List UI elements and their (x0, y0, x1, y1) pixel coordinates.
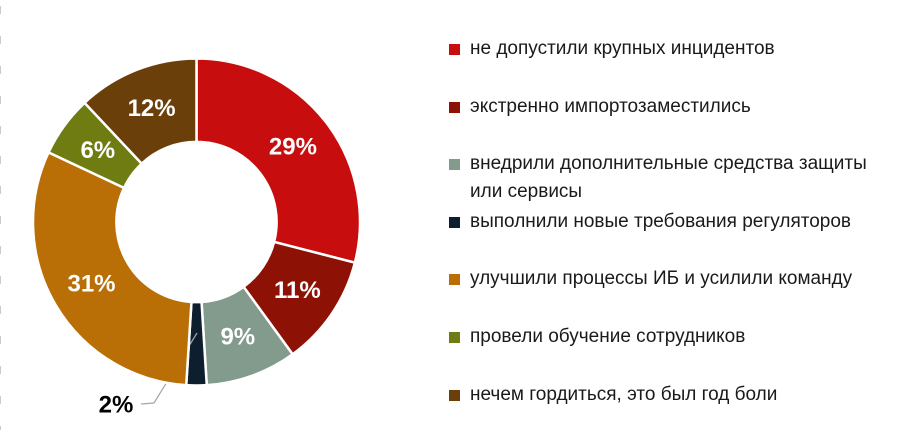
legend-swatch-icon (449, 44, 460, 55)
legend-label: внедрили дополнительные средства защиты … (470, 153, 867, 202)
slice-pct-label-3: 9% (220, 323, 255, 350)
slice-pct-label-6: 6% (80, 137, 115, 164)
legend-label: выполнили новые требования регуляторов (470, 211, 852, 232)
slice-pct-label-1: 29% (269, 134, 317, 161)
legend-item-1: не допустили крупных инцидентов (449, 35, 775, 63)
legend-item-3: внедрили дополнительные средства защиты … (449, 150, 882, 206)
legend-label: улучшили процессы ИБ и усилили команду (470, 268, 853, 289)
legend-swatch-icon (449, 274, 460, 285)
legend-item-2: экстренно импортозаместились (449, 93, 751, 121)
legend-swatch-icon (449, 159, 460, 170)
slice-pct-label-2: 11% (274, 277, 321, 304)
slice-pct-label-5: 31% (67, 271, 115, 298)
legend-item-5: улучшили процессы ИБ и усилили команду (449, 265, 852, 293)
donut-slice-5 (31, 150, 193, 387)
donut-chart: 29% 11% 9% 2% 31% 6% 12% (31, 57, 362, 419)
legend-item-7: нечем гордиться, это был год боли (449, 381, 777, 409)
legend-item-4: выполнили новые требования регуляторов (449, 208, 851, 236)
legend-label: нечем гордиться, это был год боли (470, 384, 778, 405)
donut-slice-1 (195, 57, 362, 265)
legend-swatch-icon (449, 332, 460, 343)
legend-label: не допустили крупных инцидентов (470, 38, 775, 59)
legend-label: экстренно импортозаместились (470, 96, 751, 117)
legend-item-6: провели обучение сотрудников (449, 323, 745, 351)
left-edge-tick-marks (0, 6, 1, 430)
donut-slice-7 (82, 57, 198, 166)
chart-legend: не допустили крупных инцидентов экстренно… (447, 0, 897, 437)
legend-swatch-icon (449, 102, 460, 113)
slice-pct-label-7: 12% (128, 95, 176, 122)
legend-swatch-icon (449, 390, 460, 401)
legend-label: провели обучение сотрудников (470, 326, 746, 347)
slice-pct-label-4: 2% (99, 392, 134, 419)
legend-swatch-icon (449, 217, 460, 228)
